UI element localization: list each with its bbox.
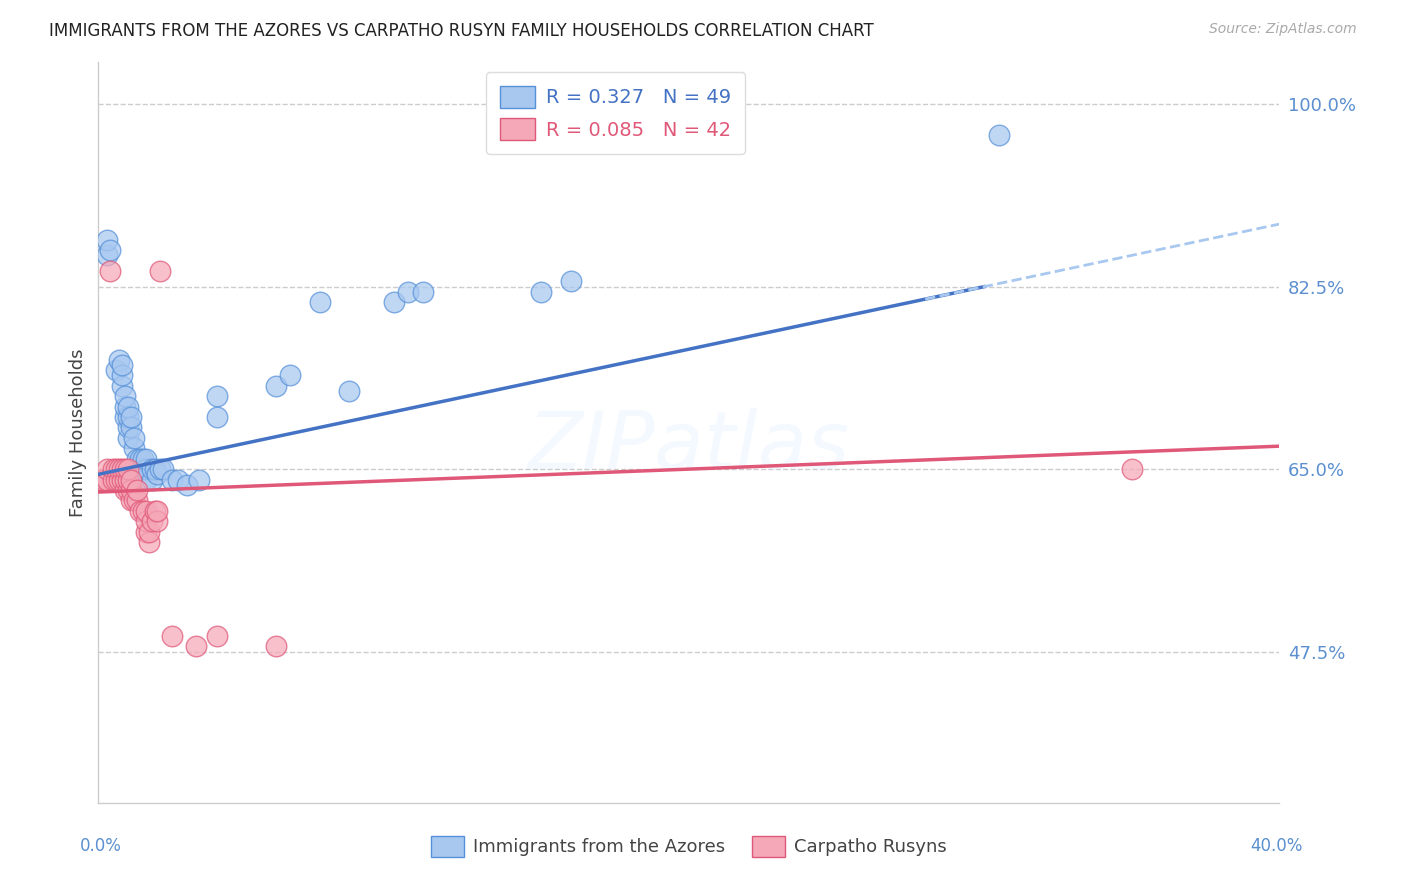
Point <box>143 462 166 476</box>
Point <box>96 462 118 476</box>
Point <box>105 473 128 487</box>
Point <box>205 629 228 643</box>
Point <box>143 504 166 518</box>
Point <box>382 295 405 310</box>
Point <box>114 473 136 487</box>
Point <box>141 462 163 476</box>
Point <box>138 524 160 539</box>
Point <box>146 467 169 482</box>
Point <box>111 368 134 383</box>
Point <box>108 462 131 476</box>
Point <box>114 389 136 403</box>
Point <box>103 473 125 487</box>
Point <box>398 285 420 299</box>
Point <box>117 431 139 445</box>
Point <box>111 462 134 476</box>
Text: ZIPatlas: ZIPatlas <box>527 409 851 486</box>
Point <box>530 285 553 299</box>
Legend: Immigrants from the Azores, Carpatho Rusyns: Immigrants from the Azores, Carpatho Rus… <box>425 829 953 864</box>
Point <box>90 473 112 487</box>
Point <box>105 462 128 476</box>
Point <box>117 483 139 497</box>
Point <box>135 462 157 476</box>
Point <box>125 451 148 466</box>
Point <box>135 504 157 518</box>
Point <box>125 483 148 497</box>
Text: 40.0%: 40.0% <box>1250 837 1303 855</box>
Text: 0.0%: 0.0% <box>80 837 122 855</box>
Point <box>117 462 139 476</box>
Point <box>117 420 139 434</box>
Point <box>114 409 136 424</box>
Point <box>108 352 131 367</box>
Point <box>98 264 121 278</box>
Point <box>205 389 228 403</box>
Text: IMMIGRANTS FROM THE AZORES VS CARPATHO RUSYN FAMILY HOUSEHOLDS CORRELATION CHART: IMMIGRANTS FROM THE AZORES VS CARPATHO R… <box>49 22 875 40</box>
Point <box>114 400 136 414</box>
Point <box>120 473 142 487</box>
Point <box>114 483 136 497</box>
Point <box>132 451 155 466</box>
Point <box>264 640 287 654</box>
Point <box>135 524 157 539</box>
Point <box>114 462 136 476</box>
Point <box>125 493 148 508</box>
Point <box>128 504 150 518</box>
Point <box>132 462 155 476</box>
Point <box>135 514 157 528</box>
Point <box>141 473 163 487</box>
Point <box>184 640 207 654</box>
Point <box>120 483 142 497</box>
Point <box>117 473 139 487</box>
Point <box>132 504 155 518</box>
Point <box>93 473 115 487</box>
Point <box>122 431 145 445</box>
Point <box>988 128 1011 143</box>
Point <box>167 473 190 487</box>
Point <box>412 285 434 299</box>
Point <box>111 358 134 372</box>
Point <box>146 504 169 518</box>
Point <box>125 462 148 476</box>
Point <box>138 535 160 549</box>
Point <box>96 248 118 262</box>
Point <box>122 442 145 456</box>
Point <box>162 473 183 487</box>
Point <box>176 477 198 491</box>
Point <box>264 378 287 392</box>
Point <box>162 629 183 643</box>
Point <box>146 514 169 528</box>
Point <box>149 462 172 476</box>
Y-axis label: Family Households: Family Households <box>69 349 87 516</box>
Point <box>205 409 228 424</box>
Point <box>105 363 128 377</box>
Point <box>111 473 134 487</box>
Text: Source: ZipAtlas.com: Source: ZipAtlas.com <box>1209 22 1357 37</box>
Point <box>117 400 139 414</box>
Point <box>111 378 134 392</box>
Point <box>120 420 142 434</box>
Point <box>122 493 145 508</box>
Point <box>309 295 332 310</box>
Point <box>560 274 582 288</box>
Point <box>152 462 174 476</box>
Point <box>103 462 125 476</box>
Point <box>149 264 172 278</box>
Point <box>187 473 209 487</box>
Point <box>141 514 163 528</box>
Point <box>120 493 142 508</box>
Point <box>120 409 142 424</box>
Point <box>117 409 139 424</box>
Point <box>128 451 150 466</box>
Point <box>135 473 157 487</box>
Point <box>280 368 302 383</box>
Point <box>339 384 361 398</box>
Point <box>96 473 118 487</box>
Point <box>108 473 131 487</box>
Point <box>96 233 118 247</box>
Point <box>98 243 121 257</box>
Point <box>1121 462 1143 476</box>
Point <box>135 451 157 466</box>
